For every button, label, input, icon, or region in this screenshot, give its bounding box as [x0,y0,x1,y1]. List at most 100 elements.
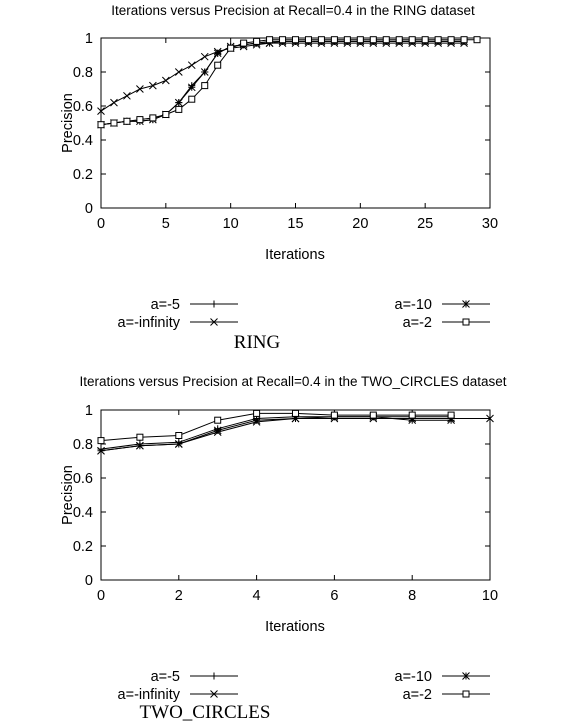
ring-chart-title: Iterations versus Precision at Recall=0.… [111,3,475,18]
data-point [317,36,325,44]
data-point [174,68,183,76]
data-point [123,91,131,100]
x-tick-label: 25 [417,216,433,232]
series-line [100,39,478,126]
data-point [253,409,261,417]
data-point [460,36,468,44]
data-point [200,52,209,61]
ring-caption: RING [234,332,281,353]
legend-item: a=-infinity [118,687,238,703]
legend-label: a=-infinity [118,315,181,331]
series-line [100,418,490,452]
data-point [149,81,157,90]
data-point [175,432,183,439]
ring-plot-area [100,37,491,209]
data-point [252,416,261,425]
data-point [304,36,312,44]
data-point [330,36,338,44]
legend-label: a=-2 [403,315,432,331]
data-point [266,36,274,44]
data-point [408,416,417,425]
legend-item: a=-5 [151,297,238,313]
legend-label: a=-10 [395,669,433,685]
x-tick-label: 2 [175,588,183,604]
data-point [214,61,222,69]
data-point [292,409,299,417]
series-cross [97,39,468,115]
ring-series [97,36,481,129]
legend-item: a=-5 [151,669,238,685]
legend-item: a=-10 [395,297,490,313]
y-tick-label: 0 [85,573,93,589]
series-line [100,416,452,452]
data-point [97,121,105,129]
data-point [149,114,157,122]
legend-label: a=-10 [395,297,433,313]
legend-item: a=-infinity [118,315,238,331]
data-point [174,98,183,107]
data-point [187,83,196,92]
data-point [97,437,105,445]
series-star [97,412,455,455]
data-point [136,441,144,450]
two-circles-legend: a=-5 a=-infinity a=-10 a=-2 [118,669,490,703]
data-point [486,414,494,423]
data-point [136,433,144,441]
legend-marker [462,672,470,680]
ring-y-axis-label: Precision [60,93,76,153]
data-point [136,85,144,93]
ring-legend: a=-5 a=-infinity a=-10 a=-2 [118,297,490,331]
legend-item: a=-2 [403,687,490,703]
data-point [473,36,481,44]
x-tick-label: 5 [162,216,170,232]
data-point [447,416,455,425]
data-point [292,36,299,44]
legend-marker [210,300,218,308]
y-tick-label: 0.6 [73,99,93,115]
legend-marker [210,690,218,698]
ring-chart: Iterations versus Precision at Recall=0.… [60,3,498,353]
two-circles-plot-area [100,409,491,581]
data-point [175,105,183,113]
two-circles-ticks: 0 2 4 6 8 10 0 0.2 0.4 0.6 0.8 1 [73,403,498,604]
data-point [369,36,377,44]
legend-label: a=-5 [151,297,180,313]
data-point [201,82,209,90]
data-point [110,98,118,107]
ring-x-axis-label: Iterations [265,247,325,263]
x-tick-label: 0 [97,216,105,232]
data-point [447,36,455,44]
x-tick-label: 10 [482,588,498,604]
y-tick-label: 0.2 [73,167,93,183]
legend-marker [462,690,470,698]
x-tick-label: 30 [482,216,498,232]
two-circles-chart: Iterations versus Precision at Recall=0.… [60,374,507,723]
data-point [200,68,209,76]
series-line [100,416,452,450]
data-point [356,36,364,44]
two-circles-x-axis-label: Iterations [265,619,325,635]
ring-ticks: 0 5 10 15 20 25 30 0 0.2 0.4 0.6 0.8 1 [73,31,498,232]
legend-label: a=-5 [151,669,180,685]
data-point [291,414,300,423]
data-point [408,36,416,44]
data-point [136,116,144,124]
data-point [421,36,429,44]
data-point [213,49,222,58]
two-circles-caption: TWO_CIRCLES [140,702,271,723]
y-tick-label: 0.6 [73,471,93,487]
legend-label: a=-infinity [118,687,181,703]
data-point [97,107,105,115]
legend-marker [210,672,218,680]
two-circles-series [97,409,494,455]
data-point [279,36,287,44]
legend-item: a=-10 [395,669,490,685]
data-point [97,446,105,455]
x-tick-label: 10 [223,216,239,232]
legend-label: a=-2 [403,687,432,703]
legend-item: a=-2 [403,315,490,331]
y-tick-label: 0.4 [73,505,93,521]
y-tick-label: 1 [85,31,93,47]
series-square [97,409,455,445]
